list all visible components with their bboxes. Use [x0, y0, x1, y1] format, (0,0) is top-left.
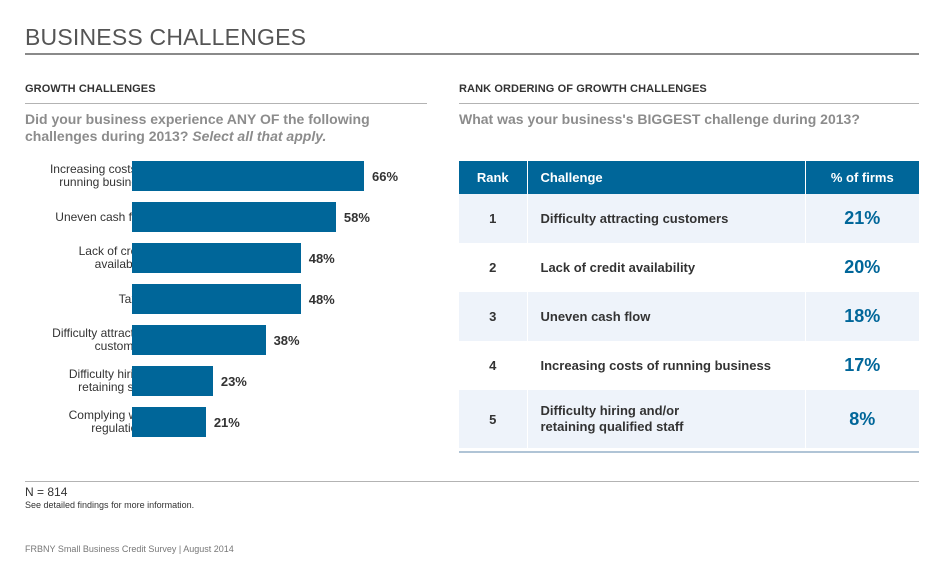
footer-divider [25, 481, 919, 482]
challenge-cell: Lack of credit availability [527, 243, 806, 292]
bar-category-label: Complying with regulations [68, 408, 150, 435]
bar-value-label: 58% [343, 209, 370, 225]
growth-challenges-label: GROWTH CHALLENGES [25, 83, 156, 95]
rank-cell: 2 [459, 243, 528, 292]
bar-category-label: Increasing costs of running business [49, 162, 150, 189]
bar-row: Lack of credit availability 48% [25, 243, 435, 273]
bar-value-label: 21% [213, 414, 240, 430]
right-section-divider [459, 103, 919, 104]
challenge-cell: Difficulty attracting customers [527, 194, 806, 243]
bar [132, 202, 336, 232]
table-bottom-rule [459, 451, 919, 453]
table-row: 5 Difficulty hiring and/or retaining qua… [459, 390, 919, 448]
table-row: 3 Uneven cash flow 18% [459, 292, 919, 341]
bar [132, 325, 266, 355]
header-pct: % of firms [805, 161, 919, 194]
pct-cell: 21% [805, 194, 919, 243]
bar-row: Increasing costs of running business 66% [25, 161, 435, 191]
bar-value-label: 66% [372, 168, 399, 184]
table-row: 1 Difficulty attracting customers 21% [459, 194, 919, 243]
challenge-cell: Increasing costs of running business [527, 341, 806, 390]
title-divider [25, 53, 919, 55]
sample-size-note: N = 814 [25, 485, 68, 499]
bar-value-label: 48% [308, 250, 335, 266]
right-question: What was your business's BIGGEST challen… [459, 111, 860, 127]
bar-row: Difficulty attracting customers 38% [25, 325, 435, 355]
bar-row: Difficulty hiring/retaining staff 23% [25, 366, 435, 396]
challenge-cell: Difficulty hiring and/or retaining quali… [527, 390, 806, 448]
bar-value-label: 48% [308, 291, 335, 307]
header-challenge: Challenge [527, 161, 806, 194]
bar [132, 243, 301, 273]
bar-value-label: 38% [273, 332, 300, 348]
left-section-divider [25, 103, 427, 104]
pct-cell: 17% [805, 341, 919, 390]
rank-cell: 5 [459, 390, 528, 448]
bar-row: Uneven cash flow 58% [25, 202, 435, 232]
rank-cell: 4 [459, 341, 528, 390]
bar-row: Taxes48% [25, 284, 435, 314]
table-row: 2 Lack of credit availability 20% [459, 243, 919, 292]
left-question-main: Did your business experience ANY OF the … [25, 111, 370, 144]
bar-category-label: Taxes [10, 284, 150, 314]
rank-cell: 1 [459, 194, 528, 243]
pct-cell: 18% [805, 292, 919, 341]
bar-category-label: Uneven cash flow [55, 209, 150, 224]
bar-value-label: 23% [220, 373, 247, 389]
header-rank: Rank [459, 161, 528, 194]
page-title: BUSINESS CHALLENGES [25, 24, 307, 50]
bar-category-label: Lack of credit availability [78, 244, 150, 271]
bar-row: Complying with regulations 21% [25, 407, 435, 437]
table-row: 4 Increasing costs of running business 1… [459, 341, 919, 390]
pct-cell: 8% [805, 390, 919, 448]
rank-cell: 3 [459, 292, 528, 341]
left-question-note: Select all that apply. [192, 128, 327, 144]
bar [132, 366, 213, 396]
bar-category-label: Difficulty hiring/retaining staff [68, 367, 150, 394]
rank-table: Rank Challenge % of firms 1 Difficulty a… [459, 161, 919, 448]
rank-ordering-label: RANK ORDERING OF GROWTH CHALLENGES [459, 83, 707, 95]
bar-category-label: Difficulty attracting customers [52, 326, 150, 353]
bar [132, 161, 364, 191]
left-question: Did your business experience ANY OF the … [25, 111, 405, 145]
table-header-row: Rank Challenge % of firms [459, 161, 919, 194]
challenge-cell: Uneven cash flow [527, 292, 806, 341]
source-note: FRBNY Small Business Credit Survey | Aug… [25, 544, 234, 554]
bar [132, 284, 301, 314]
bar [132, 407, 206, 437]
pct-cell: 20% [805, 243, 919, 292]
more-info-note: See detailed findings for more informati… [25, 500, 195, 510]
